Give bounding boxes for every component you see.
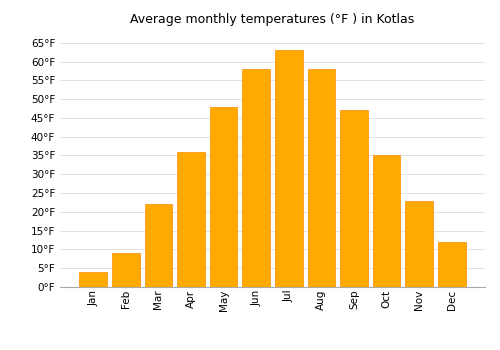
Bar [80,272,107,287]
Bar [340,110,368,287]
Bar [275,50,302,287]
Bar [373,155,400,287]
Bar [308,69,336,287]
Bar [144,204,172,287]
Bar [210,107,238,287]
Bar [177,152,205,287]
Bar [242,69,270,287]
Bar [406,201,433,287]
Title: Average monthly temperatures (°F ) in Kotlas: Average monthly temperatures (°F ) in Ko… [130,13,414,26]
Bar [112,253,140,287]
Bar [438,242,466,287]
